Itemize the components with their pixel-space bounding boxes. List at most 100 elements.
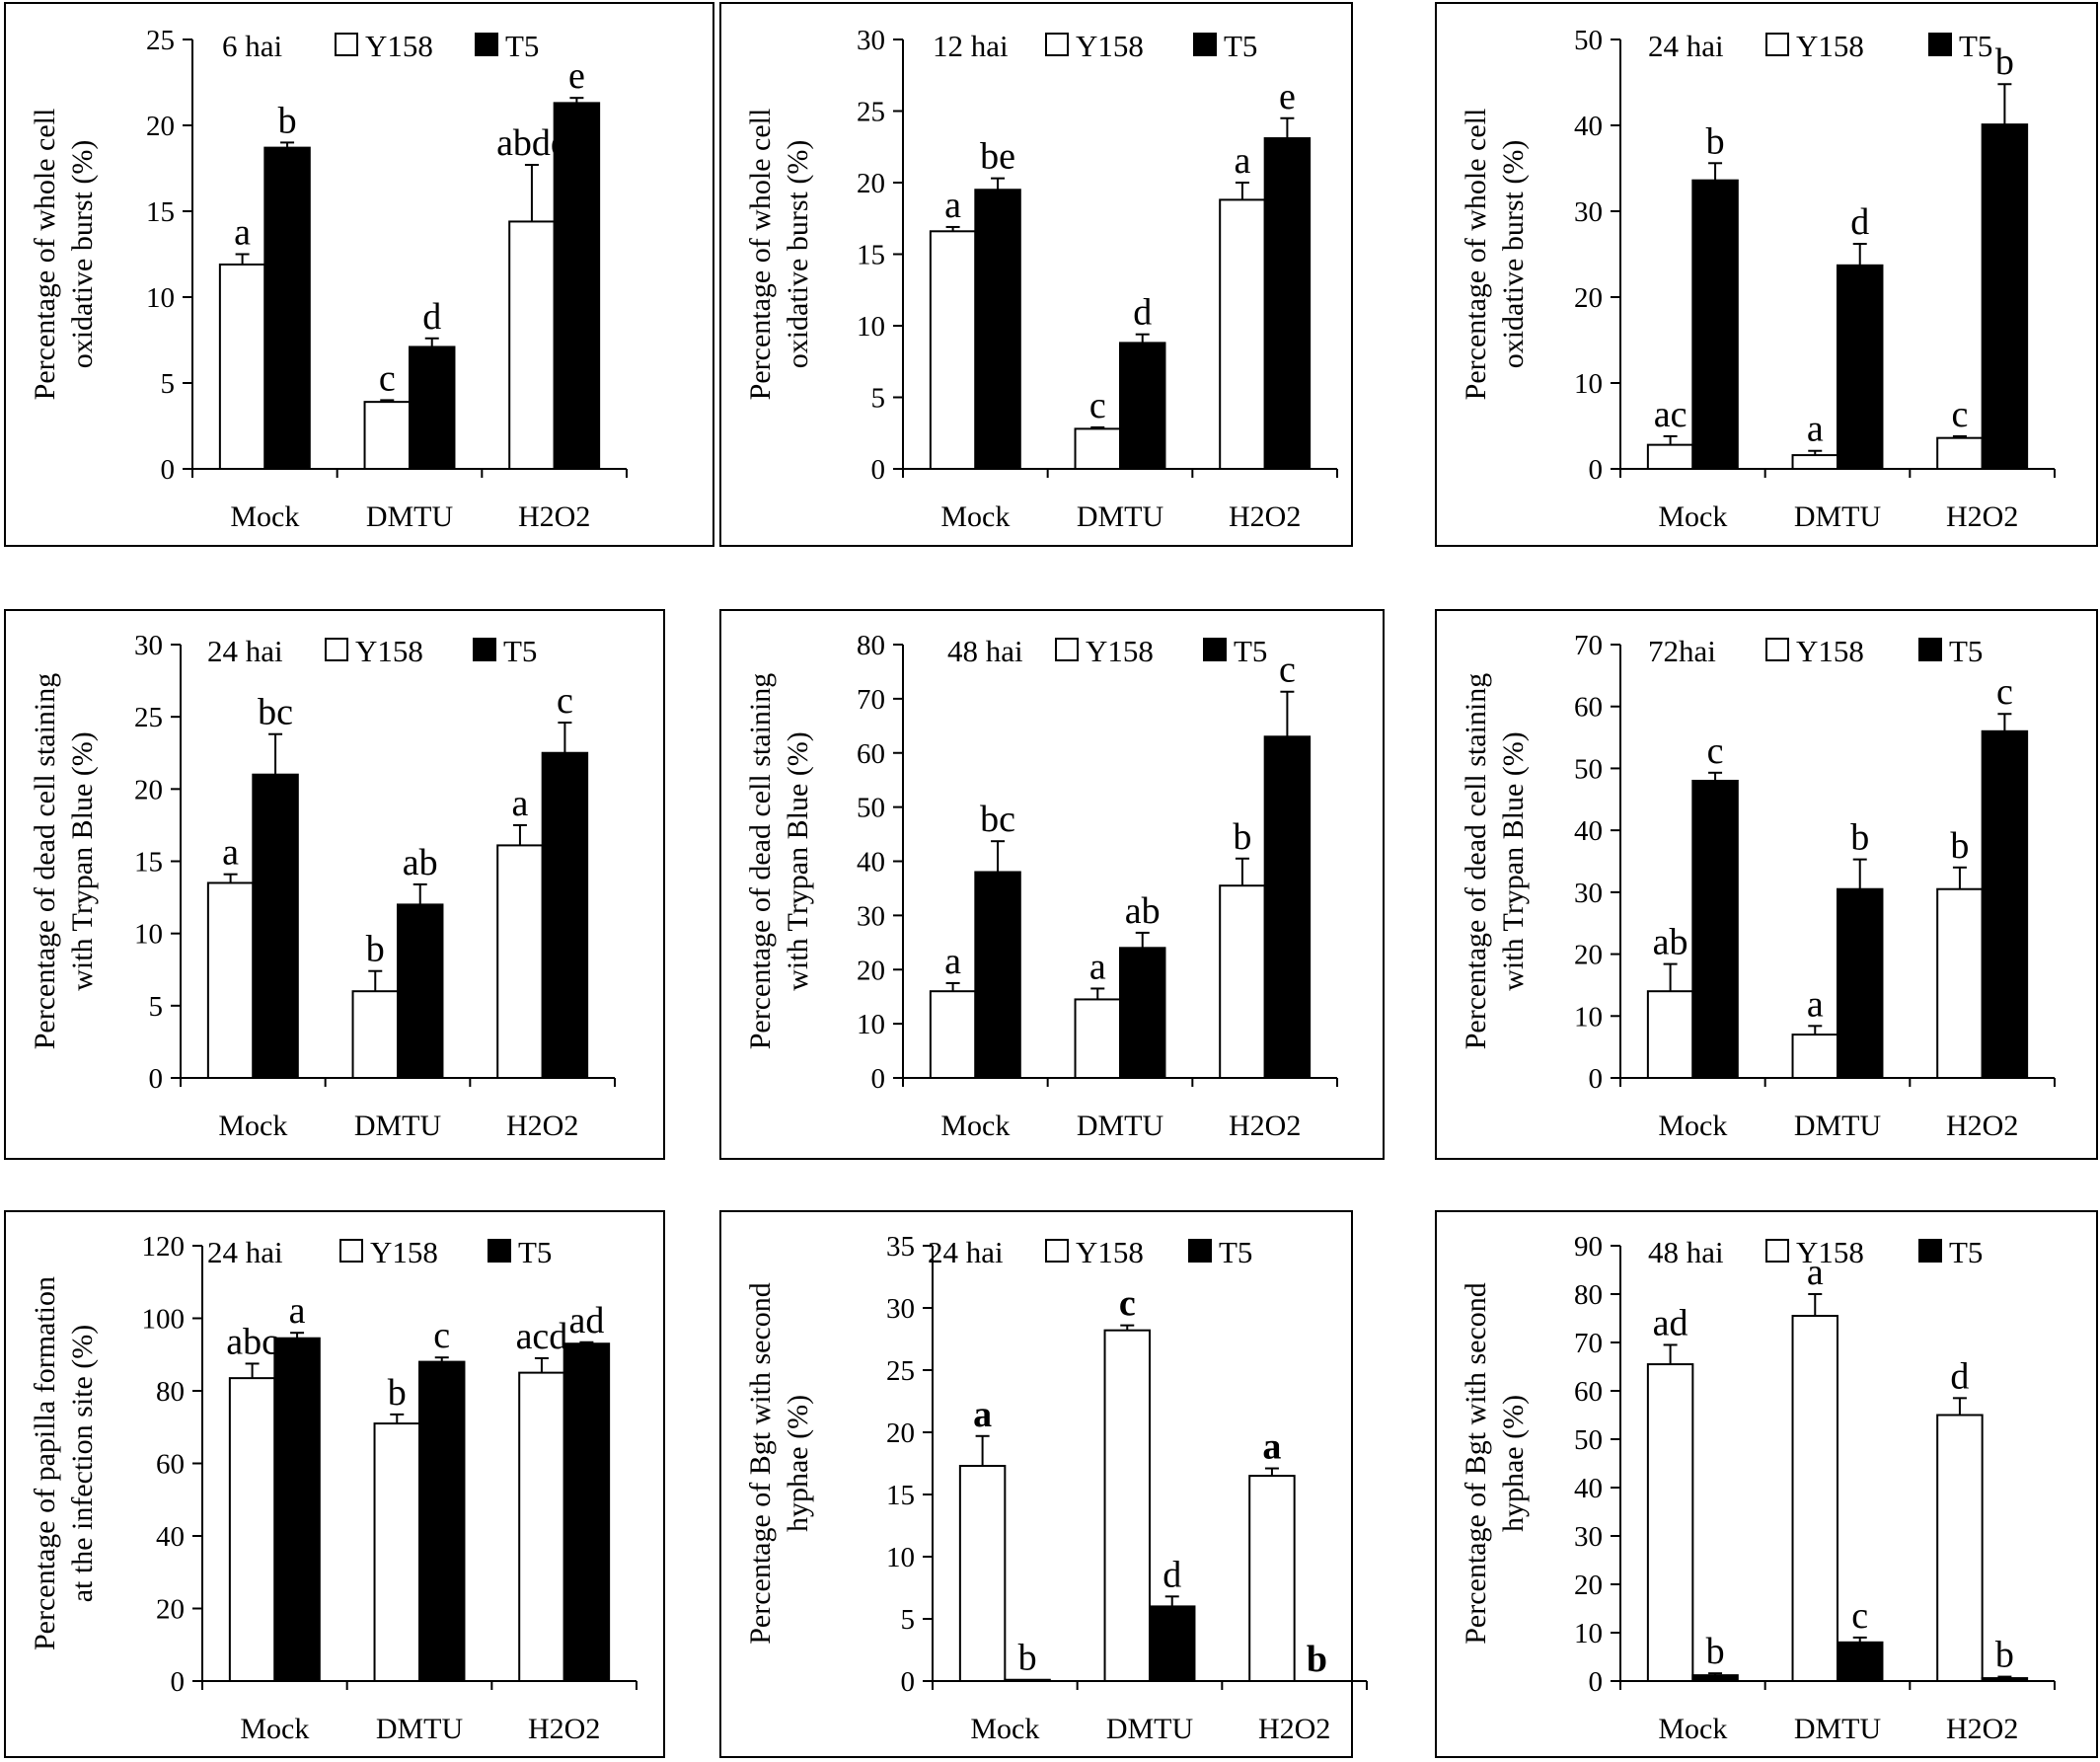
chart-panel: 0 20 40 60 80 100 120 Percentage of papilla for… [4,1210,665,1758]
y-axis-title: Percentage of Bgt with second hyphae (%) [1460,1282,1530,1645]
y-tick-label: 5 [149,991,164,1023]
bar-t5 [974,871,1021,1079]
x-tick-label: DMTU [1106,1713,1194,1745]
time-label: 24 hai [928,1235,1004,1269]
significance-letter: d [1133,292,1152,334]
significance-letter: ab [1653,922,1688,963]
y-axis-title-line: oxidative burst (%) [1497,140,1530,369]
bar-y158 [1074,998,1121,1080]
time-label: 48 hai [1648,1235,1724,1269]
significance-letter: b [278,100,297,141]
x-tick-label: H2O2 [1946,1110,2018,1142]
x-tick-label: Mock [1658,1713,1727,1745]
y-axis-title-line: oxidative burst (%) [782,140,814,369]
significance-letter: d [1950,1355,1969,1397]
chart-panel: 0 5 10 15 20 25 30 Percentage of whole cell oxid… [719,2,1353,547]
bar-t5 [263,146,311,470]
y-tick-label: 60 [857,738,885,770]
legend-swatch-y158 [1765,1239,1789,1263]
y-tick-label: 40 [1574,815,1603,847]
y-tick-label: 15 [134,847,163,879]
panel-frame [4,2,714,547]
x-tick-label: H2O2 [1258,1713,1330,1745]
significance-letter: d [422,296,441,338]
bar-y158 [518,1371,565,1682]
bar-t5 [1837,1641,1884,1683]
legend-label-y158: Y158 [370,1235,438,1269]
y-tick-label: 30 [886,1293,915,1325]
y-tick-label: 15 [857,240,885,271]
legend-label-t5: T5 [1219,1235,1252,1269]
legend-swatch-t5 [1918,1239,1942,1263]
bar-t5 [1981,123,2029,470]
significance-letter: a [234,212,251,254]
legend-label-t5: T5 [1949,634,1983,668]
bar-t5 [974,189,1021,470]
bar-y158 [1936,887,1984,1079]
time-label: 12 hai [933,29,1009,63]
legend-label-y158: Y158 [1076,1235,1144,1269]
y-axis-title-line: Percentage of whole cell [744,109,777,401]
bar-y158 [496,844,544,1079]
bar-y158 [351,990,399,1080]
bar-y158 [363,401,411,471]
bar-y158 [206,881,255,1080]
legend-swatch-y158 [1765,33,1789,56]
y-tick-label: 5 [161,368,176,400]
significance-letter: c [379,357,396,399]
bar-y158 [1646,990,1694,1080]
chart-panel: 0 10 20 30 40 50 Percentage of whole cell oxida… [1435,2,2098,547]
significance-letter: ab [1125,890,1161,932]
y-tick-label: 30 [1574,196,1603,228]
y-axis-title-line: Percentage of dead cell staining [1460,673,1492,1050]
panel-frame [1435,1210,2098,1758]
y-tick-label: 40 [156,1521,185,1553]
y-tick-label: 20 [146,111,175,142]
bar-y158 [1074,427,1121,470]
significance-letter: b [1307,1639,1327,1680]
x-tick-label: Mock [1658,1110,1727,1142]
y-tick-label: 25 [857,97,885,128]
legend-label-t5: T5 [1224,29,1257,63]
bar-t5 [397,903,444,1080]
legend-swatch-y158 [325,638,348,661]
significance-letter: a [973,1394,992,1435]
y-tick-label: 0 [901,1666,916,1698]
y-tick-label: 0 [149,1063,164,1095]
legend-swatch-t5 [473,638,496,661]
bar-t5 [553,102,601,470]
significance-letter: c [1851,1595,1868,1637]
significance-letter: c [1119,1283,1136,1325]
bar-y158 [1103,1329,1151,1683]
significance-letter: c [557,680,573,722]
y-tick-label: 50 [1574,1424,1603,1456]
bar-y158 [1791,1315,1838,1683]
bar-y158 [1791,454,1838,470]
y-tick-label: 50 [1574,25,1603,56]
legend-label-y158: Y158 [1796,29,1864,63]
x-tick-label: DMTU [1794,500,1882,533]
y-axis-title-line: Percentage of Bgt with second [744,1282,777,1645]
y-tick-label: 40 [1574,111,1603,142]
y-axis-title-line: Percentage of papilla formation [29,1276,61,1650]
y-tick-label: 10 [857,311,885,343]
x-tick-label: H2O2 [1946,500,2018,533]
legend-label-y158: Y158 [1796,1235,1864,1269]
y-tick-label: 10 [857,1009,885,1040]
legend-swatch-y158 [335,33,358,56]
legend-label-y158: Y158 [1086,634,1154,668]
significance-letter: a [289,1290,306,1332]
legend-label-t5: T5 [503,634,537,668]
y-tick-label: 120 [142,1231,186,1263]
x-tick-label: H2O2 [528,1713,600,1745]
bar-y158 [929,230,977,470]
y-tick-label: 100 [142,1304,186,1336]
bar-t5 [1691,779,1739,1079]
legend-label-y158: Y158 [1076,29,1144,63]
significance-letter: b [1850,817,1869,859]
y-tick-label: 20 [1574,940,1603,971]
legend-label-t5: T5 [1959,29,1992,63]
bar-y158 [218,263,266,470]
y-tick-label: 90 [1574,1231,1603,1263]
y-axis-title-line: at the infection site (%) [66,1325,99,1603]
